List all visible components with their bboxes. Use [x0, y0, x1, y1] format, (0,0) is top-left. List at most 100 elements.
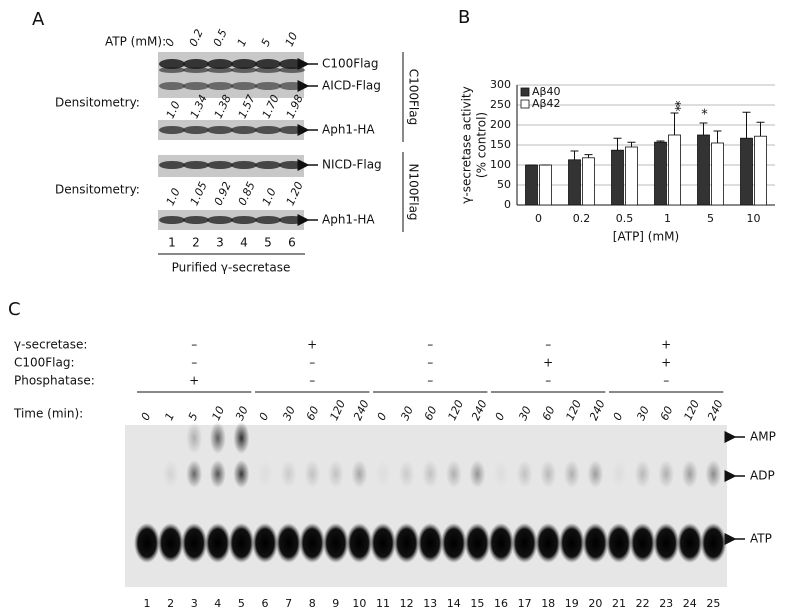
band-label: Aph1-HA [322, 123, 375, 137]
y-tick-label: 150 [490, 138, 511, 151]
bar [754, 135, 767, 206]
error-bar [570, 150, 579, 160]
band [183, 161, 209, 169]
densitometry-label: Densitometry: [55, 96, 140, 110]
lane-number: 16 [494, 597, 508, 610]
time-value: 60 [540, 404, 558, 422]
spot [558, 523, 585, 563]
band [183, 67, 209, 73]
spot [157, 523, 184, 563]
condition-mark: – [427, 374, 433, 388]
spot [634, 460, 651, 488]
band [183, 59, 209, 69]
lane-number: 15 [470, 597, 484, 610]
bar [582, 157, 595, 206]
lane-number: 4 [240, 236, 248, 250]
lane-number: 14 [447, 597, 461, 610]
lane-number: 2 [192, 236, 200, 250]
band-label: NICD-Flag [322, 158, 382, 172]
y-tick-label: 0 [504, 198, 511, 211]
spot [299, 523, 326, 563]
condition-mark: – [663, 374, 669, 388]
densitometry-value: 1.0 [164, 99, 183, 120]
time-value: 0 [257, 411, 272, 423]
time-value: 1 [162, 411, 177, 423]
x-axis-label: [ATP] (mM) [613, 230, 679, 244]
densitometry-label: Densitometry: [55, 183, 140, 197]
densitometry-value: 0.92 [212, 180, 234, 208]
band [279, 126, 305, 134]
error-bar [756, 121, 765, 137]
condition-mark: + [543, 356, 553, 370]
condition-label: Phosphatase: [14, 374, 95, 388]
densitometry-value: 1.0 [164, 186, 183, 207]
spot [676, 523, 703, 563]
spot [445, 460, 462, 488]
bar [697, 134, 710, 206]
x-tick-label: 1 [664, 212, 671, 225]
spot [181, 523, 208, 563]
atp-value: 10 [283, 30, 301, 48]
spot [304, 460, 321, 488]
spot [488, 523, 514, 563]
atp-value: 5 [259, 37, 274, 49]
band [183, 126, 209, 134]
bar [625, 146, 638, 206]
spot [186, 422, 203, 454]
condition-mark: + [189, 374, 199, 388]
time-value: 10 [209, 404, 227, 422]
band [231, 126, 257, 134]
spot [186, 460, 203, 488]
y-tick-label: 300 [490, 78, 511, 91]
time-value: 240 [469, 398, 490, 423]
spot [209, 422, 226, 454]
error-bar [613, 137, 622, 151]
condition-mark: – [545, 338, 551, 352]
spot [233, 422, 250, 454]
x-tick-label: 0.5 [616, 212, 634, 225]
time-label: Time (min): [13, 407, 83, 421]
lane-number: 9 [332, 597, 339, 610]
bar [668, 134, 681, 206]
band [231, 161, 257, 169]
time-value: 240 [587, 398, 608, 423]
panel-label: B [458, 7, 470, 28]
lane-number: 3 [216, 236, 224, 250]
condition-mark: + [661, 356, 671, 370]
spot [629, 523, 656, 563]
spot [398, 460, 415, 488]
band [279, 67, 305, 73]
band [231, 67, 257, 73]
footer: Purified γ-secretase [172, 261, 291, 275]
spot [587, 460, 604, 488]
spot [658, 460, 675, 488]
lane-number: 7 [285, 597, 292, 610]
panel-label: A [32, 9, 45, 30]
bar [740, 137, 753, 206]
condition-mark: – [309, 374, 315, 388]
lane-number: 2 [167, 597, 174, 610]
band [279, 216, 305, 224]
time-value: 30 [516, 404, 534, 422]
time-value: 120 [681, 398, 702, 423]
spot [516, 460, 533, 488]
band [279, 82, 305, 90]
error-bar [742, 111, 751, 139]
x-tick-label: 5 [707, 212, 714, 225]
spot [535, 523, 562, 563]
band [255, 126, 281, 134]
time-value: 30 [398, 404, 416, 422]
band [231, 82, 257, 90]
band [207, 161, 233, 169]
atp-value: 1 [235, 37, 250, 49]
lane-number: 25 [706, 597, 720, 610]
legend-swatch [520, 87, 530, 97]
condition-mark: + [307, 338, 317, 352]
spot [464, 523, 491, 563]
spot [322, 523, 349, 563]
atp-value: 0 [163, 37, 178, 49]
lane-number: 20 [588, 597, 602, 610]
spot [606, 523, 632, 563]
spot [417, 523, 444, 563]
